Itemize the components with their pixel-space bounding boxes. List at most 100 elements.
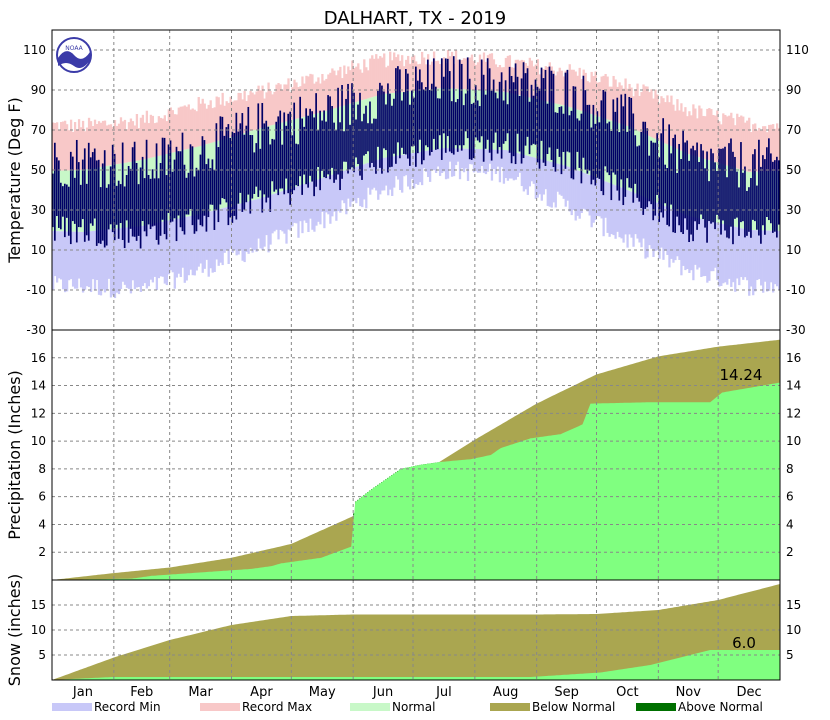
record-min-bar bbox=[267, 195, 270, 253]
record-min-bar bbox=[367, 162, 370, 188]
observed-temp-bar bbox=[413, 97, 415, 146]
record-min-bar bbox=[117, 228, 121, 295]
precip-ytick-right: 2 bbox=[786, 545, 794, 559]
record-max-bar bbox=[361, 72, 364, 101]
observed-temp-bar bbox=[329, 96, 331, 180]
observed-temp-bar bbox=[221, 116, 224, 199]
observed-temp-bar bbox=[309, 108, 311, 176]
legend-label: Above Normal bbox=[678, 700, 763, 714]
record-max-bar bbox=[65, 124, 69, 171]
record-min-bar bbox=[283, 190, 286, 234]
observed-temp-bar bbox=[327, 95, 329, 175]
observed-temp-bar bbox=[766, 147, 768, 218]
precip-ytick-left: 10 bbox=[31, 434, 46, 448]
record-min-bar bbox=[113, 228, 117, 299]
record-max-bar bbox=[215, 96, 218, 142]
observed-temp-bar bbox=[548, 66, 551, 148]
record-max-bar bbox=[562, 76, 565, 106]
record-max-bar bbox=[231, 101, 234, 137]
record-max-bar bbox=[636, 83, 639, 131]
observed-temp-bar bbox=[181, 132, 184, 232]
record-max-bar bbox=[227, 102, 230, 138]
record-min-bar bbox=[197, 214, 200, 267]
record-max-bar bbox=[668, 102, 671, 146]
record-min-bar bbox=[504, 150, 508, 179]
record-max-bar bbox=[736, 113, 739, 169]
record-max-bar bbox=[684, 107, 687, 153]
observed-temp-bar bbox=[564, 72, 567, 169]
record-min-bar bbox=[622, 188, 625, 243]
record-min-bar bbox=[674, 210, 677, 261]
record-min-bar bbox=[217, 209, 220, 266]
record-max-bar bbox=[359, 69, 362, 101]
record-min-bar bbox=[740, 228, 743, 278]
record-min-bar bbox=[752, 230, 755, 296]
record-max-bar bbox=[692, 104, 695, 156]
record-min-bar bbox=[181, 217, 184, 268]
record-min-bar bbox=[710, 221, 713, 272]
record-min-bar bbox=[297, 185, 300, 238]
observed-temp-bar bbox=[79, 184, 82, 228]
temp-ytick-right: 30 bbox=[786, 203, 801, 217]
record-max-bar bbox=[660, 96, 663, 142]
record-min-bar bbox=[77, 231, 81, 279]
record-min-bar bbox=[121, 227, 125, 282]
observed-temp-bar bbox=[155, 143, 158, 240]
precip-ylabel: Precipitation (Inches) bbox=[5, 370, 24, 540]
observed-temp-bar bbox=[193, 176, 196, 234]
record-max-bar bbox=[351, 60, 354, 104]
observed-temp-bar bbox=[546, 103, 549, 154]
record-max-bar bbox=[612, 75, 615, 122]
observed-temp-bar bbox=[279, 110, 282, 189]
observed-temp-bar bbox=[714, 162, 716, 230]
record-min-bar bbox=[55, 231, 59, 283]
observed-temp-bar bbox=[576, 118, 579, 152]
observed-temp-bar bbox=[650, 140, 653, 205]
record-max-bar bbox=[632, 96, 635, 129]
record-min-bar bbox=[59, 231, 63, 280]
record-max-bar bbox=[239, 93, 242, 135]
record-min-bar bbox=[450, 148, 454, 177]
observed-temp-bar bbox=[424, 87, 427, 146]
record-max-bar bbox=[389, 51, 392, 94]
record-min-bar bbox=[69, 231, 73, 280]
observed-temp-bar bbox=[686, 140, 688, 230]
observed-temp-bar bbox=[466, 57, 469, 139]
record-min-bar bbox=[476, 149, 480, 173]
record-min-bar bbox=[638, 195, 641, 243]
precip-ytick-right: 6 bbox=[786, 490, 794, 504]
record-min-bar bbox=[458, 148, 462, 180]
observed-temp-bar bbox=[387, 83, 389, 173]
record-max-bar bbox=[774, 128, 777, 172]
record-max-bar bbox=[97, 121, 101, 168]
record-min-bar bbox=[512, 152, 516, 181]
observed-temp-bar bbox=[476, 100, 479, 141]
record-min-bar bbox=[241, 202, 244, 261]
record-max-bar bbox=[141, 114, 145, 160]
record-min-bar bbox=[608, 182, 611, 237]
record-max-bar bbox=[135, 114, 139, 161]
record-min-bar bbox=[107, 229, 111, 279]
record-max-bar bbox=[656, 94, 659, 140]
observed-temp-bar bbox=[428, 90, 431, 156]
record-max-bar bbox=[217, 97, 220, 141]
observed-temp-bar bbox=[562, 113, 565, 152]
precip-total-label: 14.24 bbox=[720, 366, 763, 384]
observed-temp-bar bbox=[516, 76, 519, 134]
observed-temp-bar bbox=[169, 140, 172, 223]
record-max-bar bbox=[253, 94, 256, 131]
legend-swatch bbox=[350, 703, 390, 711]
record-max-bar bbox=[598, 82, 601, 117]
record-min-bar bbox=[418, 151, 422, 183]
record-max-bar bbox=[225, 101, 228, 139]
record-min-bar bbox=[668, 207, 671, 268]
observed-temp-bar bbox=[321, 120, 323, 171]
record-min-bar bbox=[514, 152, 518, 180]
record-min-bar bbox=[87, 231, 91, 288]
observed-temp-bar bbox=[510, 75, 513, 164]
observed-temp-bar bbox=[606, 123, 609, 173]
temp-ytick-left: -30 bbox=[26, 323, 46, 337]
record-max-bar bbox=[462, 58, 466, 90]
record-min-bar bbox=[426, 150, 430, 178]
observed-temp-bar bbox=[57, 160, 60, 228]
